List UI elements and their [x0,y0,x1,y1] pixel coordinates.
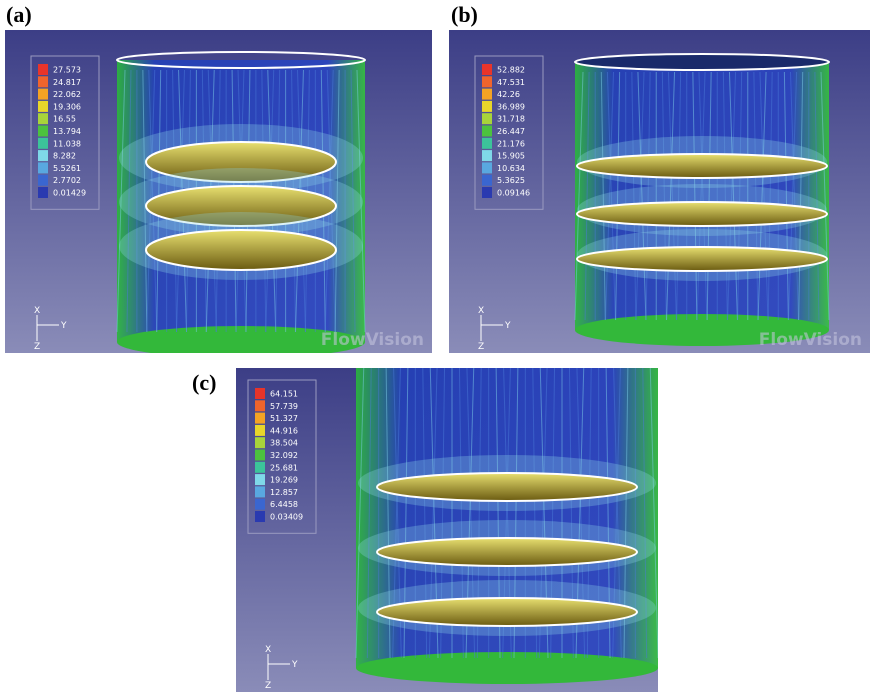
legend-value: 32.092 [270,451,298,460]
legend-swatch [38,113,48,124]
legend-value: 25.681 [270,463,298,472]
tank-top [575,54,829,70]
axis-label: Z [265,681,271,691]
impeller-disc [377,538,637,566]
legend-value: 19.306 [53,102,81,111]
legend-swatch [255,425,265,436]
legend-swatch [38,138,48,149]
legend-swatch [255,462,265,473]
axis-label: Y [291,660,298,670]
legend-swatch [255,413,265,424]
legend-value: 0.03409 [270,513,303,522]
axis-label: X [478,306,484,316]
legend-swatch [255,511,265,522]
watermark: FlowVision [759,330,862,350]
legend-value: 24.817 [53,78,81,87]
legend-value: 57.739 [270,402,298,411]
legend-swatch [482,162,492,173]
legend-value: 15.905 [497,152,525,161]
simulation-panel: 27.573 24.817 22.062 19.306 16.55 13.794 11.03… [5,30,432,353]
impeller-disc [377,473,637,501]
panel-label: (a) [6,2,32,28]
legend-value: 8.282 [53,152,76,161]
legend-value: 0.09146 [497,189,530,198]
legend-value: 6.4458 [270,500,298,509]
legend-swatch [255,450,265,461]
legend-value: 31.718 [497,115,525,124]
impeller-disc [577,247,827,271]
legend-value: 26.447 [497,127,525,136]
legend-value: 16.55 [53,115,76,124]
legend-swatch [482,175,492,186]
legend-value: 52.882 [497,66,525,75]
legend-value: 2.7702 [53,176,81,185]
watermark: FlowVision [321,330,424,350]
legend-swatch [255,499,265,510]
legend-value: 11.038 [53,139,81,148]
legend-swatch [38,150,48,161]
legend-value: 21.176 [497,139,525,148]
legend-value: 0.01429 [53,189,86,198]
legend-swatch [482,64,492,75]
legend-swatch [482,76,492,87]
legend-value: 42.26 [497,90,520,99]
panel-label: (b) [451,2,478,28]
legend-value: 22.062 [53,90,81,99]
legend-swatch [482,187,492,198]
legend-value: 36.989 [497,102,525,111]
legend-swatch [38,64,48,75]
legend-value: 10.634 [497,164,525,173]
legend-value: 38.504 [270,439,298,448]
legend-swatch [482,113,492,124]
legend-swatch [255,388,265,399]
legend-swatch [482,138,492,149]
legend-value: 5.3625 [497,176,525,185]
legend-value: 47.531 [497,78,525,87]
legend-swatch [38,101,48,112]
axis-label: X [34,306,40,316]
legend-swatch [255,400,265,411]
legend-swatch [482,150,492,161]
axis-label: Z [34,342,40,352]
legend-swatch [482,126,492,137]
legend-value: 5.5261 [53,164,81,173]
figure: (a) (b) (c) 27.573 24.817 22.062 19.306 16.5… [0,0,872,692]
legend-swatch [38,162,48,173]
legend-value: 13.794 [53,127,81,136]
legend-swatch [255,437,265,448]
legend-value: 27.573 [53,66,81,75]
legend-swatch [38,76,48,87]
legend-swatch [38,175,48,186]
legend-swatch [38,187,48,198]
legend-swatch [255,486,265,497]
legend-value: 51.327 [270,414,298,423]
simulation-panel: 52.882 47.531 42.26 36.989 31.718 26.447 21.17… [449,30,870,353]
legend-swatch [38,89,48,100]
axis-label: Z [478,342,484,352]
legend-swatch [482,101,492,112]
legend-value: 19.269 [270,476,298,485]
impeller-disc [577,154,827,178]
simulation-panel: 64.151 57.739 51.327 44.916 38.504 32.092 25.6… [236,368,658,692]
legend-swatch [38,126,48,137]
impeller-disc [146,230,336,270]
legend-value: 64.151 [270,390,298,399]
legend-swatch [482,89,492,100]
axis-label: Y [504,321,511,331]
legend-value: 44.916 [270,426,298,435]
panel-label: (c) [192,370,216,396]
axis-label: Y [60,321,67,331]
impeller-disc [577,202,827,226]
legend-value: 12.857 [270,488,298,497]
impeller-disc [377,598,637,626]
legend-swatch [255,474,265,485]
axis-label: X [265,645,271,655]
